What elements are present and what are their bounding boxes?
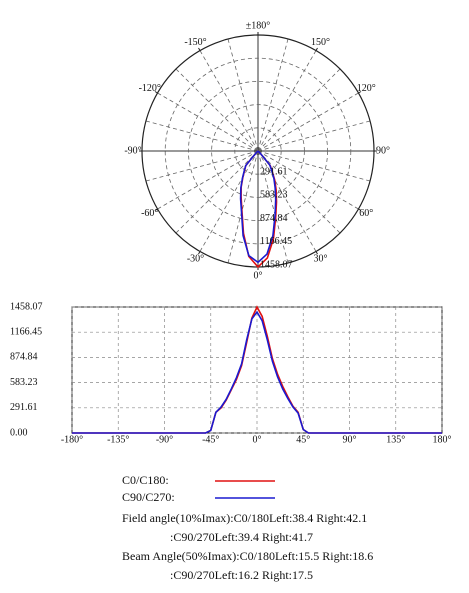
theta-tick-label: -150°: [184, 37, 206, 48]
y-tick-label: 1458.07: [10, 301, 43, 312]
polar-spoke: [257, 150, 317, 252]
polar-spoke: [157, 150, 259, 210]
y-tick-label: 583.23: [10, 377, 38, 388]
y-tick-label: 874.84: [10, 352, 38, 363]
y-tick-label: 291.61: [10, 402, 38, 413]
line-series: [72, 310, 442, 434]
annotation: :C90/270Left:16.2 Right:17.5: [170, 568, 313, 582]
theta-tick: [315, 47, 318, 51]
annotation: Field angle(10%Imax):C0/180Left:38.4 Rig…: [122, 511, 367, 525]
theta-tick: [358, 91, 362, 94]
theta-tick-label: -120°: [139, 83, 161, 94]
polar-spoke: [257, 150, 341, 234]
r-tick-label: 1458.07: [260, 259, 293, 270]
polar-spoke: [257, 150, 359, 210]
polar-spoke: [257, 50, 317, 152]
theta-tick: [358, 208, 362, 211]
theta-tick-label: 60°: [359, 208, 373, 219]
legend-label: C90/C270:: [122, 490, 175, 504]
polar-spoke: [145, 120, 259, 152]
theta-tick-label: -30°: [187, 254, 204, 265]
x-tick-label: -180°: [61, 434, 83, 445]
polar-spoke: [227, 38, 259, 152]
polar-spoke: [257, 92, 359, 152]
polar-spoke: [257, 120, 371, 152]
annotation: :C90/270Left:39.4 Right:41.7: [170, 530, 313, 544]
polar-spoke: [257, 38, 289, 152]
polar-spoke: [257, 68, 341, 152]
theta-tick: [315, 251, 318, 255]
x-tick-label: 45°: [296, 434, 310, 445]
y-tick-label: 0.00: [10, 427, 28, 438]
x-tick-label: 135°: [386, 434, 405, 445]
polar-spoke: [199, 50, 259, 152]
annotation: Beam Angle(50%Imax):C0/180Left:15.5 Righ…: [122, 549, 373, 563]
polar-curve: [239, 150, 277, 264]
r-tick-label: 1166.45: [260, 236, 292, 247]
x-tick-label: -90°: [156, 434, 173, 445]
theta-tick: [198, 251, 201, 255]
theta-tick-label: ±180°: [246, 20, 271, 31]
x-tick-label: -135°: [107, 434, 129, 445]
x-tick-label: -45°: [202, 434, 219, 445]
polar-spoke: [175, 150, 259, 234]
theta-tick-label: 0°: [254, 270, 263, 281]
polar-spoke: [145, 150, 259, 182]
x-tick-label: 90°: [343, 434, 357, 445]
theta-tick-label: -90°: [124, 145, 141, 156]
theta-tick: [198, 47, 201, 51]
polar-spoke: [227, 150, 259, 264]
r-tick-label: 291.61: [260, 166, 288, 177]
theta-tick-label: -60°: [141, 208, 158, 219]
polar-spoke: [199, 150, 259, 252]
theta-tick-label: 150°: [311, 37, 330, 48]
legend-label: C0/C180:: [122, 473, 169, 487]
polar-ring: [211, 104, 305, 198]
polar-ring: [188, 81, 328, 221]
y-tick-label: 1166.45: [10, 326, 42, 337]
x-tick-label: 0°: [253, 434, 262, 445]
polar-spoke: [257, 150, 289, 264]
polar-spoke: [175, 68, 259, 152]
theta-tick-label: 90°: [376, 145, 390, 156]
r-tick-label: 583.23: [260, 190, 288, 201]
x-tick-label: 180°: [433, 434, 452, 445]
theta-tick-label: 30°: [314, 254, 328, 265]
polar-spoke: [257, 150, 371, 182]
theta-tick: [154, 91, 158, 94]
theta-tick: [154, 208, 158, 211]
polar-ring: [234, 127, 282, 175]
theta-tick-label: 120°: [357, 83, 376, 94]
polar-ring: [164, 57, 352, 245]
r-tick-label: 874.84: [260, 213, 288, 224]
polar-spoke: [157, 92, 259, 152]
